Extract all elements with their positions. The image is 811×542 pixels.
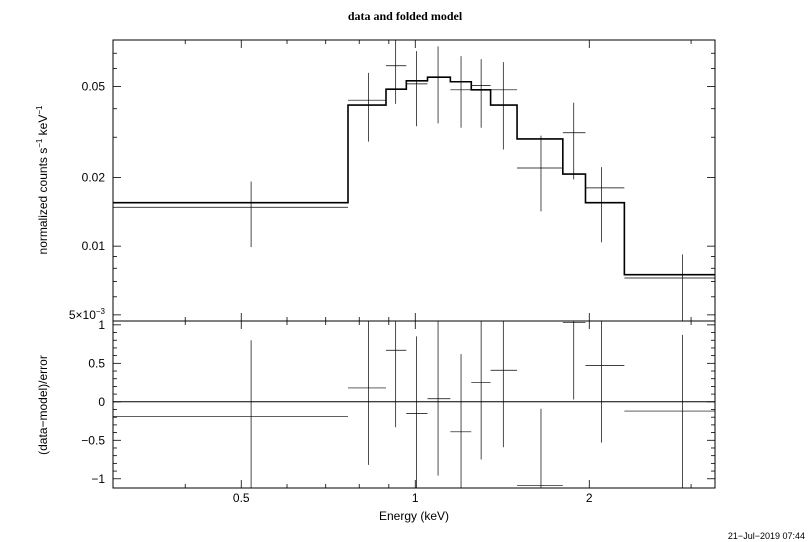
data-point — [624, 254, 715, 321]
y-tick-label: 1 — [98, 318, 105, 332]
residual-point — [386, 321, 407, 428]
x-tick-label: 0.5 — [233, 491, 250, 505]
timestamp: 21−Jul−2019 07:44 — [728, 531, 805, 541]
bottom-y-axis-label: (data−model)/error — [36, 355, 50, 455]
residual-point — [427, 321, 451, 476]
residual-point — [450, 354, 472, 488]
data-point — [450, 56, 472, 128]
top-tick-marks — [112, 39, 715, 321]
data-point — [585, 167, 625, 243]
data-point — [348, 72, 387, 142]
y-tick-label: 0.5 — [88, 356, 105, 370]
top-y-tick-labels: 0.05 0.02 0.01 5×10−3 — [69, 80, 106, 322]
data-point — [427, 46, 451, 124]
chart-title: data and folded model — [348, 9, 463, 23]
data-point — [113, 181, 349, 248]
top-y-axis-label: normalized counts s−1 keV−1 — [35, 105, 50, 255]
y-tick-label: 0.05 — [82, 80, 106, 94]
model-step-path — [113, 76, 715, 276]
x-tick-labels: 0.5 1 2 — [233, 491, 593, 505]
residual-point — [517, 408, 563, 488]
x-axis-label: Energy (keV) — [379, 509, 449, 523]
residual-point — [624, 334, 715, 488]
residual-point — [562, 321, 586, 400]
residual-point — [490, 321, 518, 448]
top-plot-frame — [112, 39, 716, 322]
y-tick-label: 5×10−3 — [69, 307, 106, 322]
bottom-y-tick-labels: 1 0.5 0 −0.5 −1 — [81, 318, 105, 486]
data-error-bars — [113, 40, 715, 321]
bottom-plot-frame — [112, 320, 716, 489]
x-tick-label: 2 — [586, 491, 593, 505]
y-tick-label: 0 — [98, 395, 105, 409]
residual-point — [348, 321, 387, 465]
residual-error-bars — [113, 321, 715, 488]
residual-point — [471, 321, 491, 460]
y-tick-label: 0.01 — [82, 239, 106, 253]
top-panel: 0.05 0.02 0.01 5×10−3 normalized counts s−1… — [35, 39, 716, 322]
x-tick-label: 1 — [412, 491, 419, 505]
y-tick-label: 0.02 — [82, 170, 106, 184]
data-point — [471, 59, 491, 128]
residual-point — [113, 340, 349, 488]
data-point — [562, 102, 586, 180]
bottom-panel: 1 0.5 0 −0.5 −1 0.5 1 2 (data−model)/error Ene… — [36, 318, 716, 523]
bottom-tick-marks — [112, 321, 715, 488]
data-point — [386, 40, 407, 104]
y-tick-label: −1 — [91, 472, 105, 486]
model-step-line — [113, 76, 715, 276]
data-point — [406, 51, 428, 127]
residual-point — [585, 321, 625, 443]
y-tick-label: −0.5 — [81, 433, 105, 447]
data-point — [490, 62, 518, 150]
data-point — [517, 135, 563, 212]
residual-point — [406, 336, 428, 488]
